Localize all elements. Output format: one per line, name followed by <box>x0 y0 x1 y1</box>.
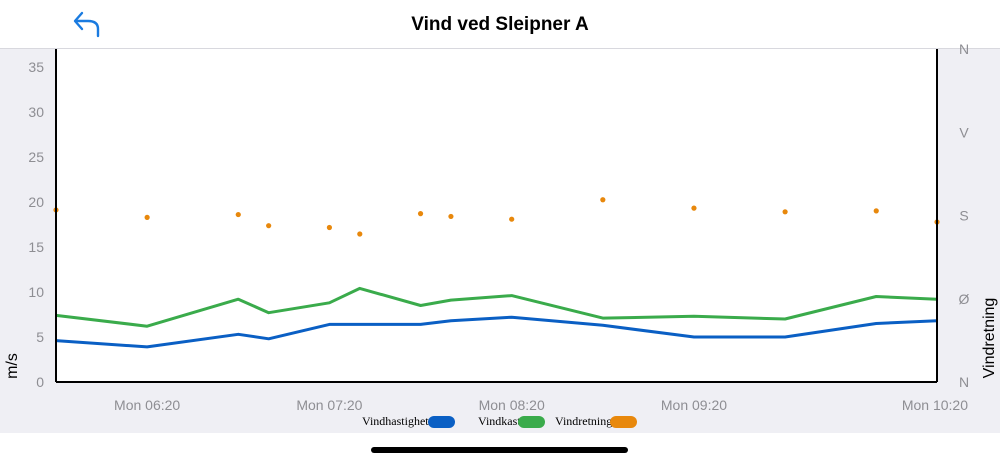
back-button[interactable] <box>72 10 102 38</box>
back-arrow-icon <box>73 11 100 38</box>
right-axis-tick-label: V <box>959 124 969 140</box>
left-axis-tick-label: 0 <box>36 374 44 390</box>
legend-label-vindkast: Vindkast <box>478 414 521 428</box>
legend-item-vindkast: Vindkast <box>478 413 546 429</box>
home-indicator <box>371 447 628 453</box>
left-axis-tick-label: 25 <box>28 149 44 165</box>
page-title: Vind ved Sleipner A <box>411 14 589 35</box>
series-point-vindretning <box>600 197 606 203</box>
legend-item-vindretning: Vindretning <box>555 413 637 429</box>
left-axis-tick-label: 30 <box>28 104 44 120</box>
navigation-bar: Vind ved Sleipner A <box>0 0 1000 49</box>
right-axis-tick-label: N <box>959 41 969 57</box>
series-point-vindretning <box>782 209 788 215</box>
legend-label-vindhastighet: Vindhastighet <box>362 414 429 428</box>
series-line-vindkast <box>55 286 938 328</box>
right-axis-tick-label: N <box>959 374 969 390</box>
series-point-vindretning <box>873 208 879 214</box>
right-axis-label: Vindretning <box>981 298 998 379</box>
x-axis-tick-label: Mon 08:20 <box>479 397 545 413</box>
right-axis-tick-label: Ø <box>959 291 970 307</box>
series-point-vindretning <box>417 211 424 217</box>
x-axis-tick-label: Mon 09:20 <box>661 397 727 413</box>
series-point-vindretning <box>326 224 333 231</box>
series-line-vindhastighet <box>55 315 938 349</box>
series-point-vindretning <box>266 223 272 229</box>
series-point-vindretning <box>235 211 241 218</box>
series-point-vindretning <box>448 213 454 220</box>
legend-label-vindretning: Vindretning <box>555 414 613 428</box>
left-axis-tick-label: 15 <box>28 239 44 255</box>
x-axis-tick-label: Mon 10:20 <box>902 397 968 413</box>
series-point-vindretning <box>144 214 150 220</box>
series-point-vindretning <box>509 216 515 222</box>
legend-swatch-vindretning <box>610 416 637 428</box>
series-point-vindretning <box>357 231 363 237</box>
plot-area <box>56 49 937 382</box>
x-axis-tick-label: Mon 06:20 <box>114 397 180 413</box>
left-axis-tick-label: 10 <box>28 284 44 300</box>
left-axis-tick-label: 35 <box>28 59 44 75</box>
left-axis-tick-label: 20 <box>28 194 44 210</box>
x-axis-tick-label: Mon 07:20 <box>296 397 362 413</box>
right-axis-tick-label: S <box>959 208 968 224</box>
legend-swatch-vindhastighet <box>428 416 455 428</box>
left-axis-tick-label: 5 <box>36 329 44 345</box>
series-point-vindretning <box>691 205 697 211</box>
legend-item-vindhastighet: Vindhastighet <box>362 413 455 429</box>
legend-swatch-vindkast <box>518 416 545 428</box>
left-axis-label: m/s <box>4 353 21 379</box>
